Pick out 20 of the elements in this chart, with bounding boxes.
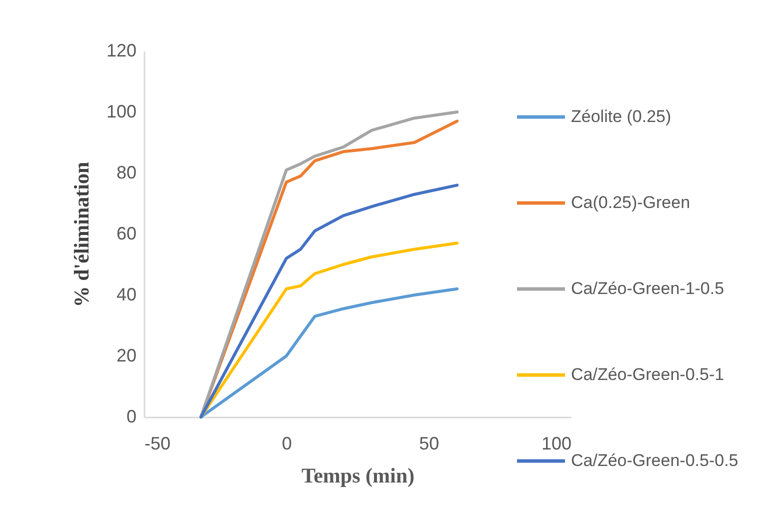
legend-label: Ca/Zéo-Green-1-0.5 (571, 279, 724, 298)
legend-label: Ca/Zéo-Green-0.5-0.5 (571, 451, 738, 470)
x-tick-label: 0 (282, 434, 292, 454)
legend-label: Ca(0.25)-Green (571, 193, 690, 212)
line-series (199, 184, 459, 418)
x-tick-label: 100 (541, 434, 572, 454)
y-tick-label: 60 (116, 224, 136, 244)
y-tick-label: 120 (106, 40, 136, 60)
line-series (199, 287, 459, 418)
legend-label: Zéolite (0.25) (571, 107, 672, 126)
y-tick-label: 40 (116, 284, 136, 304)
y-axis-title: % d'élimination (69, 162, 94, 308)
x-tick-label: -50 (144, 434, 171, 454)
y-tick-label: 100 (106, 102, 136, 122)
x-tick-label: 50 (419, 434, 440, 454)
y-tick-label: 0 (126, 406, 136, 426)
legend-label: Ca/Zéo-Green-0.5-1 (571, 365, 724, 384)
y-tick-label: 80 (116, 162, 136, 182)
x-axis-title: Temps (min) (302, 464, 414, 488)
y-tick-label: 20 (116, 346, 136, 366)
